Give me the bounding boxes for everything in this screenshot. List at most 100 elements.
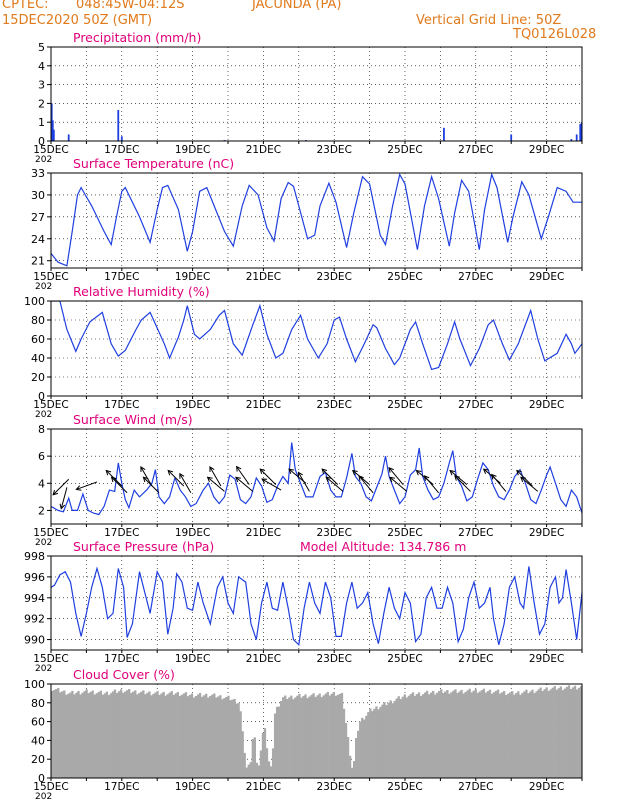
precip-bar (117, 109, 120, 141)
cloud-bar (267, 761, 271, 778)
wind-arrow-head (261, 478, 268, 484)
cloud-bar (476, 692, 479, 778)
cloud-bar (569, 688, 573, 778)
x-tick-label: 23DEC (316, 144, 351, 156)
cloud-bar (405, 697, 409, 778)
cloud-bar (401, 696, 404, 778)
pres-plot-area (51, 556, 582, 650)
x-tick-label: 27DEC (458, 527, 493, 539)
cloud-bar (97, 691, 100, 778)
cloud-bar (363, 719, 366, 778)
wind-arrow (358, 475, 374, 494)
cloud-bar (519, 694, 522, 778)
cloud-bar (579, 686, 582, 778)
cloud-bar (119, 689, 123, 778)
cloud-bar (543, 689, 546, 778)
cloud-bar (115, 693, 119, 778)
cloud-bar (83, 691, 86, 778)
wind-arrow (297, 472, 310, 492)
cloud-bar (535, 691, 538, 778)
cloud-bar (245, 767, 248, 778)
cloud-bar (403, 694, 406, 778)
precip-bar (51, 120, 54, 141)
cloud-bar (444, 691, 447, 778)
cloud-bar (99, 690, 102, 778)
cloud-bar (500, 692, 504, 778)
cloud-bar (494, 690, 498, 778)
cloud-bar (140, 691, 143, 778)
cloud-bar (130, 692, 133, 778)
cloud-bar (563, 688, 567, 778)
cloud-bar (496, 689, 500, 778)
cloud-bar (255, 762, 259, 778)
x-tick-label: 17DEC (104, 399, 139, 411)
cloud-bar (458, 691, 461, 778)
cloud-bar (107, 695, 111, 778)
cloud-bar (215, 697, 218, 778)
x-tick-label: 29DEC (529, 399, 564, 411)
wind-arrow (207, 476, 225, 492)
wind-arrow-head (423, 475, 430, 481)
x-tick-label: 15DEC (33, 399, 68, 411)
cloud-bar (286, 699, 289, 778)
cloud-bar (567, 685, 571, 778)
wind-arrow (321, 468, 339, 485)
cloud-bar (340, 692, 344, 778)
cloud-bar (381, 704, 384, 778)
y-tick-label: 21 (31, 255, 45, 268)
cloud-bar (539, 687, 542, 778)
wind-arrow-head (206, 476, 213, 483)
cloud-bar (377, 709, 380, 778)
cloud-title: Cloud Cover (%) (73, 667, 175, 682)
wind-arrow-head (351, 469, 358, 476)
cloud-bar (93, 694, 96, 778)
cloud-bar (415, 694, 419, 778)
y-tick-label: 20 (31, 371, 45, 384)
y-tick-label: 1 (38, 116, 45, 129)
cloud-bar (397, 696, 400, 778)
cloud-bar (166, 694, 169, 778)
cloud-bar (294, 697, 297, 778)
wind-arrow-head (325, 476, 332, 483)
cloud-bar (553, 686, 556, 778)
cloud-panel: 0 20 40 60 80 100 15DEC 17DEC 19DEC 21DEC 23DEC 25D… (24, 667, 583, 800)
x-tick-label: 19DEC (175, 653, 210, 665)
cloud-bar (474, 689, 477, 778)
cloud-bar (87, 693, 90, 778)
cloud-bar (557, 688, 561, 778)
cloud-bar (292, 699, 295, 778)
x-tick-label: 19DEC (175, 399, 210, 411)
cloud-bar (492, 692, 496, 778)
wind-arrow-head (482, 468, 489, 474)
cloud-bar (421, 694, 425, 778)
wind-series-line (51, 442, 582, 516)
cloud-bar (507, 693, 510, 778)
cloud-bar (470, 692, 473, 778)
temp-series-line (51, 173, 582, 267)
x-tick-label: 21DEC (246, 527, 281, 539)
wind-arrow-head (259, 468, 266, 475)
cloud-bar (277, 706, 281, 778)
wind-arrow-head (140, 466, 146, 472)
x-tick-label: 25DEC (387, 527, 422, 539)
cloud-frame (50, 683, 583, 779)
x-tick-label: 17DEC (104, 653, 139, 665)
cloud-bar (152, 693, 155, 778)
cloud-bar (186, 696, 190, 778)
precip-bar (575, 134, 578, 141)
cloud-bar (249, 762, 252, 778)
wind-arrow (388, 467, 404, 485)
cloud-bar (561, 690, 565, 778)
precip-title: Precipitation (mm/h) (73, 30, 201, 45)
cloud-bar (194, 696, 198, 778)
wind-arrow-head (52, 489, 59, 496)
x-tick-label: 15DEC (33, 781, 68, 793)
x-tick-label: 19DEC (175, 527, 210, 539)
cloud-bar (438, 691, 441, 778)
precip-panel: 0 1 2 3 4 5 15DEC 17DEC 19DEC 21DEC 23DEC 25DEC 27DE… (33, 30, 583, 165)
cloud-bar (158, 694, 161, 778)
cloud-bar (571, 687, 575, 778)
wind-arrow-head (321, 468, 328, 475)
y-tick-label: 996 (24, 571, 45, 584)
cloud-bar (221, 699, 224, 778)
